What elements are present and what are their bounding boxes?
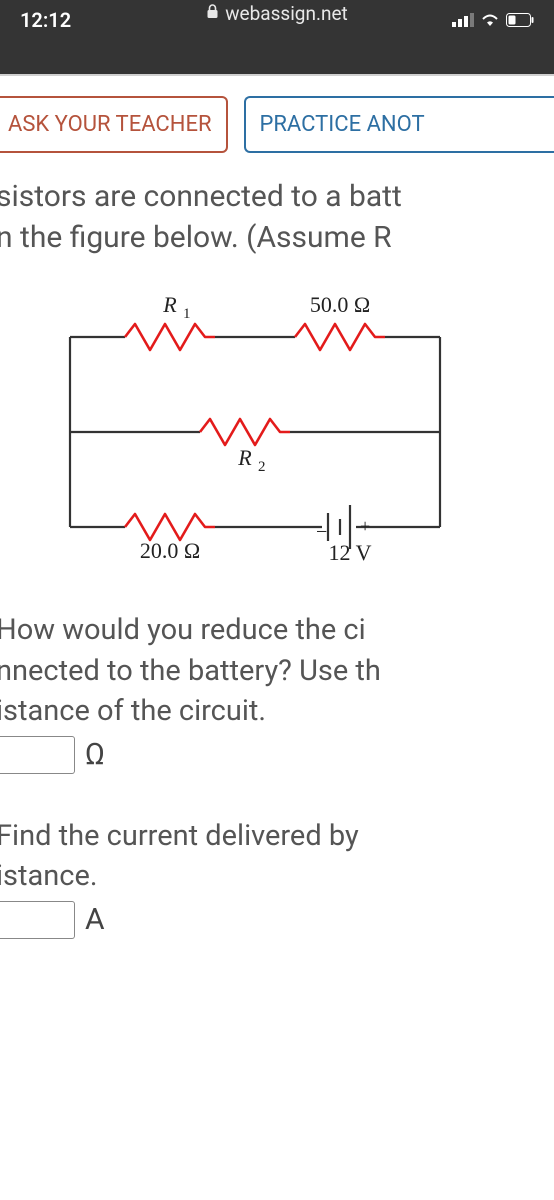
svg-text:+: + — [360, 516, 370, 536]
circuit-diagram: R 1 50.0 Ω R 2 20.0 Ω − + 12 V — [0, 258, 554, 576]
qa-line-3: istance of the circuit. — [0, 694, 266, 728]
action-buttons: ASK YOUR TEACHER PRACTICE ANOT — [0, 76, 554, 173]
qa-line-2: nnected to the battery? Use th — [0, 654, 381, 688]
question-a: How would you reduce the ci nnected to t… — [0, 610, 554, 732]
unit-ohm: Ω — [85, 737, 105, 772]
svg-text:R: R — [162, 292, 177, 317]
qa-line-1: How would you reduce the ci — [0, 613, 366, 647]
svg-text:20.0 Ω: 20.0 Ω — [140, 538, 200, 562]
problem-line-1: sistors are connected to a batt — [0, 179, 402, 214]
answer-a-input[interactable] — [0, 736, 75, 774]
unit-amp: A — [85, 902, 105, 937]
answer-b-input[interactable] — [0, 901, 75, 939]
ask-teacher-button[interactable]: ASK YOUR TEACHER — [0, 96, 228, 153]
problem-line-2: n the figure below. (Assume R — [0, 220, 392, 255]
signal-icon — [452, 8, 474, 32]
svg-text:12 V: 12 V — [329, 540, 372, 562]
qb-line-1: Find the current delivered by — [0, 819, 359, 853]
battery-icon — [506, 8, 534, 32]
wifi-icon — [480, 8, 500, 32]
answer-b-row: A — [0, 901, 554, 939]
svg-text:2: 2 — [258, 459, 266, 475]
svg-text:1: 1 — [183, 306, 191, 322]
problem-text: sistors are connected to a batt n the fi… — [0, 173, 554, 258]
practice-another-button[interactable]: PRACTICE ANOT — [244, 96, 554, 153]
qb-line-2: istance. — [0, 859, 98, 893]
svg-text:50.0 Ω: 50.0 Ω — [310, 292, 370, 317]
svg-text:−: − — [316, 521, 327, 543]
answer-a-row: Ω — [0, 736, 554, 774]
svg-text:R: R — [237, 445, 252, 470]
question-b: Find the current delivered by istance. — [0, 816, 554, 897]
status-bar: 12:12 — [0, 0, 554, 36]
status-time: 12:12 — [20, 8, 71, 32]
